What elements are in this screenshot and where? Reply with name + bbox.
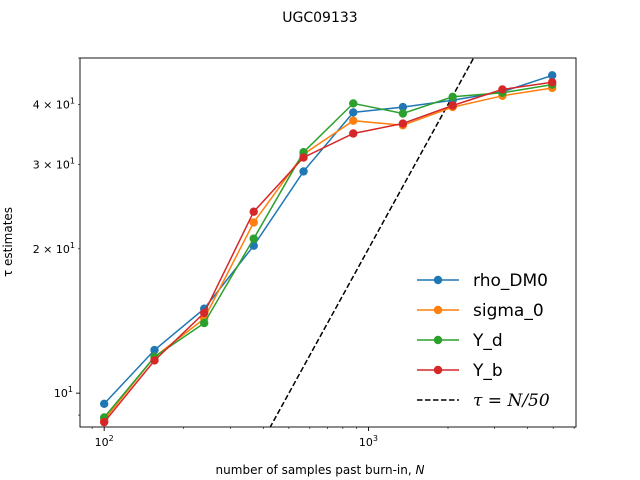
data-point: [448, 92, 457, 102]
x-axis-label-symbol: N: [415, 463, 424, 477]
y-axis-label: τ estimates: [1, 207, 15, 277]
data-point: [299, 167, 308, 176]
legend-marker: [433, 275, 443, 285]
chart-title: UGC09133: [282, 10, 357, 26]
series-line: [103, 87, 553, 421]
data-point: [448, 101, 457, 110]
data-point: [150, 356, 159, 365]
legend-marker: [433, 335, 443, 345]
legend-label: Y_b: [472, 361, 503, 381]
legend-label: rho_DM0: [473, 271, 548, 291]
data-point: [349, 99, 358, 108]
series-line: [103, 74, 553, 405]
legend-entry-sigma-0: sigma_0: [417, 301, 544, 321]
x-tick-label: 103: [359, 434, 378, 449]
legend-marker: [433, 305, 443, 315]
legend-entry-reference: τ = N/50: [417, 391, 550, 411]
y-tick-label: 101: [54, 385, 73, 400]
y-tick-label: 2 × 101: [33, 241, 75, 256]
data-point: [498, 85, 507, 94]
axes-frame: [79, 57, 577, 428]
series-y-b: [99, 78, 557, 427]
data-point: [249, 234, 258, 243]
data-point: [299, 153, 308, 162]
series-rho-dm0: [99, 71, 557, 409]
series-line: [103, 83, 553, 418]
reference-line: [269, 58, 475, 427]
data-point: [349, 116, 358, 125]
plot-area: 102 103 101 2 × 101 3 × 101 4 × 101: [33, 57, 577, 449]
data-point: [249, 218, 258, 227]
x-axis-label-text: number of samples past burn-in,: [216, 463, 416, 477]
y-tick-label: 3 × 101: [33, 156, 75, 171]
data-point: [249, 207, 258, 216]
legend-label: τ = N/50: [473, 391, 550, 411]
data-point: [199, 308, 209, 318]
legend-label: Y_d: [472, 331, 503, 351]
data-point: [547, 78, 557, 87]
data-point: [398, 109, 408, 118]
reference-line-group: [269, 58, 475, 427]
legend-entry-y-d: Y_d: [417, 331, 503, 351]
legend-marker: [433, 365, 443, 375]
data-point: [349, 129, 358, 138]
legend-label: sigma_0: [473, 301, 544, 321]
y-tick-label: 4 × 101: [33, 96, 75, 111]
legend-entry-rho-dm0: rho_DM0: [417, 271, 548, 291]
series-line: [103, 81, 553, 423]
data-point: [547, 71, 557, 80]
data-point: [398, 119, 408, 128]
data-point: [199, 318, 209, 328]
legend-entry-y-b: Y_b: [417, 361, 503, 381]
legend: rho_DM0 sigma_0 Y_d Y_b τ = N/50: [417, 271, 550, 411]
x-axis-label: number of samples past burn-in, N: [216, 463, 425, 477]
data-point: [150, 345, 159, 355]
data-point: [99, 417, 109, 427]
data-point: [349, 108, 358, 117]
data-point: [99, 399, 109, 409]
data-point: [398, 102, 408, 112]
x-tick-label: 102: [95, 434, 114, 449]
